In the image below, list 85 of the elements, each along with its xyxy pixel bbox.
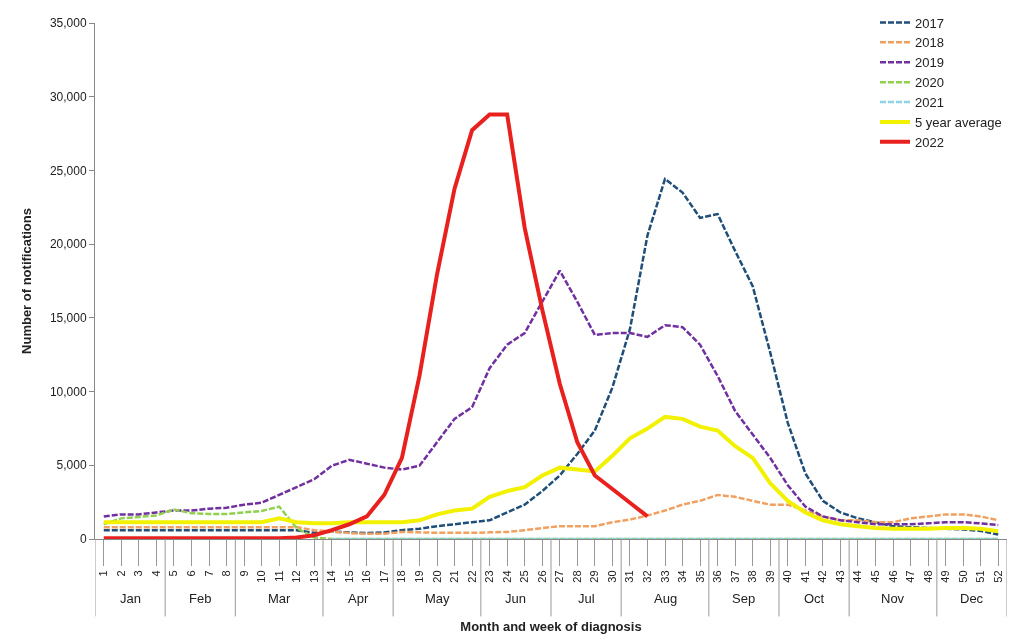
x-tick-label: 28 [570, 570, 583, 583]
text: Nov [881, 591, 905, 606]
line-series [102, 177, 1000, 536]
x-tick-label: 51 [974, 570, 987, 583]
x-tick-label: 10 [255, 570, 268, 583]
line-series [101, 414, 1001, 534]
text: Dec [960, 591, 984, 606]
x-tick-label: 22 [465, 570, 478, 583]
x-tick-label: 39 [763, 570, 776, 583]
x-tick-label: 27 [553, 570, 566, 583]
legend-label: 2019 [915, 55, 944, 71]
x-tick-label: 23 [483, 570, 496, 583]
x-tick-label: 19 [413, 570, 426, 583]
x-tick-label: 16 [360, 570, 373, 583]
x-tick-label: 33 [658, 570, 671, 583]
y-tick-label: 20,000 [49, 237, 87, 252]
x-tick-label: 42 [816, 570, 829, 583]
x-tick-label: 3 [132, 570, 145, 577]
x-tick-label: 44 [851, 570, 864, 583]
legend-label: 2018 [915, 35, 944, 51]
text: Mar [268, 591, 292, 606]
text: Apr [348, 591, 369, 606]
x-tick-label: 12 [290, 570, 303, 583]
x-tick-label: 52 [991, 570, 1004, 583]
x-tick-label: 43 [833, 570, 846, 583]
text: Jan [120, 591, 141, 606]
x-tick-label: 11 [272, 570, 285, 582]
x-tick-label: 4 [149, 570, 162, 577]
x-tick-label: 25 [518, 570, 531, 583]
x-tick-label: 36 [711, 570, 724, 583]
y-tick-label: 30,000 [49, 89, 87, 104]
x-tick-label: 14 [325, 570, 338, 583]
legend-label: 5 year average [915, 115, 1002, 131]
x-tick-label: 26 [535, 570, 548, 583]
x-tick-label: 37 [728, 570, 741, 583]
text: Jun [505, 591, 526, 606]
x-tick-label: 5 [167, 570, 180, 577]
legend-label: 2020 [915, 75, 944, 91]
x-tick-label: 34 [676, 570, 689, 583]
text: Oct [804, 591, 825, 606]
legend-label: 2022 [915, 134, 944, 150]
x-tick-label: 20 [430, 570, 443, 583]
x-tick-label: 32 [641, 570, 654, 583]
x-tick-label: 35 [693, 570, 706, 583]
x-tick-label: 30 [605, 570, 618, 583]
y-tick-label: 5,000 [56, 458, 87, 473]
text: May [425, 591, 451, 606]
y-axis-title: Number of notifications [18, 208, 34, 354]
y-tick-label: 10,000 [49, 384, 87, 399]
x-tick-label: 7 [202, 570, 215, 577]
x-tick-label: 2 [114, 570, 127, 577]
x-tick-label: 8 [220, 570, 233, 577]
x-axis-title: Month and week of diagnosis [460, 619, 642, 635]
y-tick-label: 25,000 [49, 163, 87, 178]
x-tick-label: 24 [500, 570, 513, 583]
x-tick-label: 17 [377, 570, 390, 583]
x-tick-label: 15 [342, 570, 355, 583]
x-tick-label: 46 [886, 570, 899, 583]
x-tick-label: 41 [798, 570, 811, 583]
x-tick-label: 21 [448, 570, 461, 583]
x-tick-label: 47 [904, 570, 917, 583]
x-tick-label: 40 [781, 570, 794, 583]
y-tick-label: 0 [79, 532, 87, 547]
x-tick-label: 13 [307, 570, 320, 583]
legend-label: 2017 [915, 15, 944, 31]
line-series [102, 269, 1000, 527]
x-tick-label: 6 [185, 570, 198, 577]
x-tick-label: 45 [869, 570, 882, 583]
text: Aug [654, 591, 678, 606]
text: Feb [189, 591, 212, 606]
line-series [101, 112, 650, 539]
x-tick-label: 38 [746, 570, 759, 583]
x-tick-label: 1 [97, 570, 110, 577]
legend-label: 2021 [915, 95, 944, 111]
x-tick-label: 50 [956, 570, 969, 583]
x-tick-label: 29 [588, 570, 601, 583]
x-tick-label: 48 [921, 570, 934, 583]
text: Jul [578, 591, 595, 606]
y-tick-label: 35,000 [49, 16, 87, 31]
x-tick-label: 31 [623, 570, 636, 583]
text: Sep [732, 591, 756, 606]
x-tick-label: 9 [237, 570, 250, 577]
x-tick-label: 49 [939, 570, 952, 583]
x-tick-label: 18 [395, 570, 408, 583]
y-tick-label: 15,000 [49, 311, 87, 326]
